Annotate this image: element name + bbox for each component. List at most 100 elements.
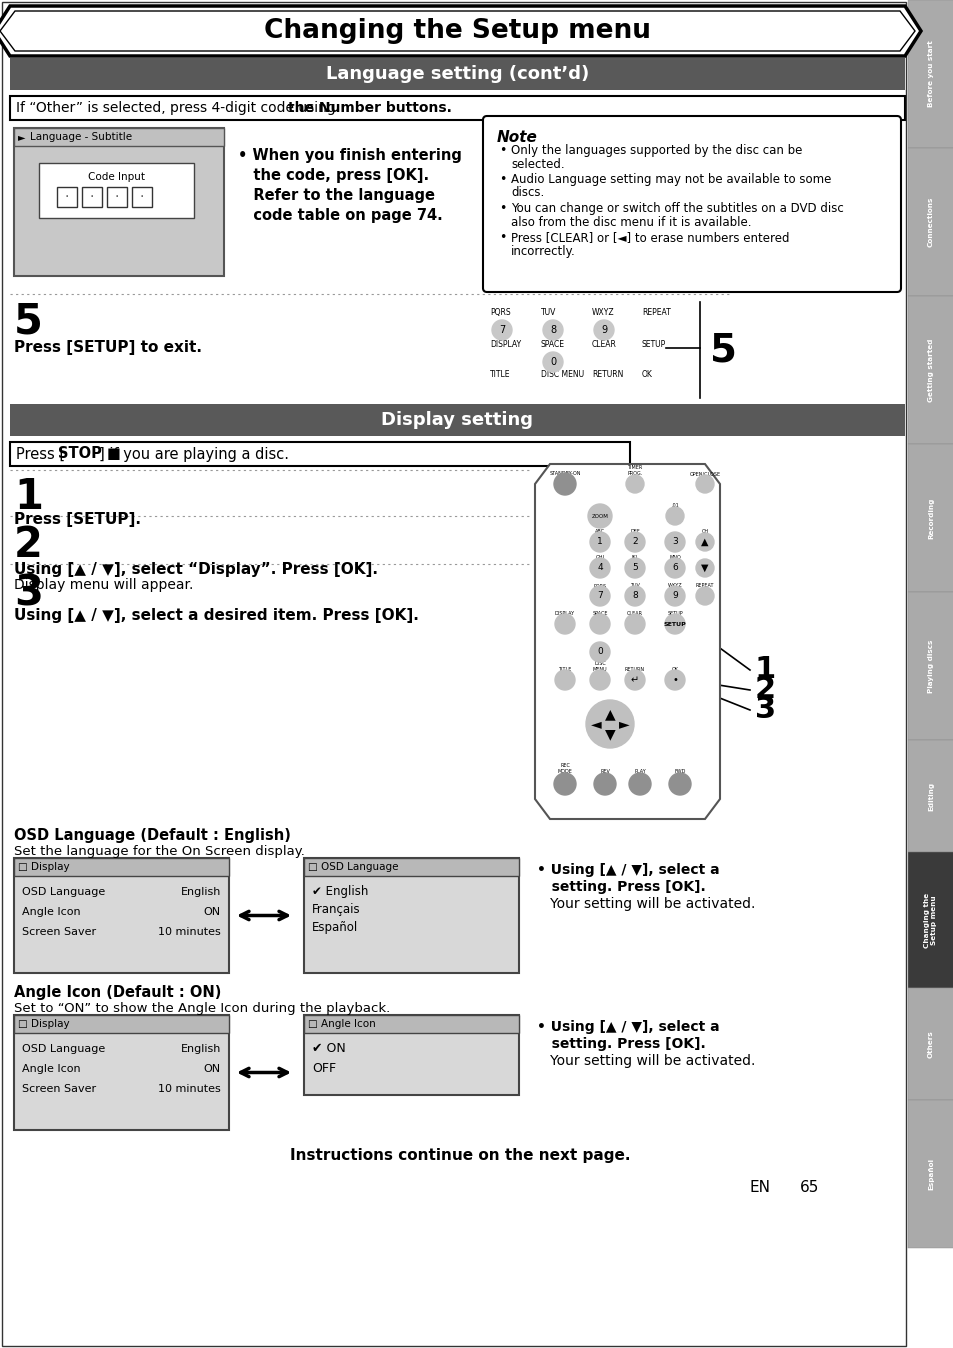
Text: CLEAR: CLEAR	[592, 340, 617, 349]
Text: FWD: FWD	[674, 768, 685, 774]
Text: REV: REV	[599, 768, 609, 774]
Text: •: •	[498, 231, 506, 244]
Text: □ Angle Icon: □ Angle Icon	[308, 1019, 375, 1029]
Circle shape	[664, 613, 684, 634]
Text: TIMER
PROG.: TIMER PROG.	[627, 465, 642, 476]
Bar	[107, 187, 127, 208]
Bar	[10, 442, 629, 466]
Text: 9: 9	[600, 325, 606, 336]
Text: Using [▲ / ▼], select “Display”. Press [OK].: Using [▲ / ▼], select “Display”. Press […	[14, 562, 377, 577]
Text: OK: OK	[641, 369, 652, 379]
Bar	[14, 128, 224, 146]
Text: DISPLAY: DISPLAY	[490, 340, 520, 349]
Circle shape	[594, 319, 614, 340]
Text: 10 minutes: 10 minutes	[158, 927, 221, 937]
Text: Using [▲ / ▼], select a desired item. Press [OK].: Using [▲ / ▼], select a desired item. Pr…	[14, 608, 418, 623]
Text: DEF: DEF	[630, 528, 639, 534]
Circle shape	[664, 670, 684, 690]
Bar	[907, 297, 953, 443]
Text: OPEN/CLOSE: OPEN/CLOSE	[689, 470, 720, 476]
Text: You can change or switch off the subtitles on a DVD disc: You can change or switch off the subtitl…	[511, 202, 842, 214]
Text: 5: 5	[14, 301, 43, 342]
Text: Note: Note	[497, 129, 537, 146]
Text: Your setting will be activated.: Your setting will be activated.	[537, 896, 755, 911]
Text: Press [SETUP].: Press [SETUP].	[14, 512, 141, 527]
FancyBboxPatch shape	[482, 116, 900, 293]
Text: ON: ON	[204, 907, 221, 917]
Text: RETURN: RETURN	[592, 369, 622, 379]
Text: •: •	[498, 144, 506, 156]
Text: ·: ·	[114, 190, 119, 204]
Text: Changing the
Setup menu: Changing the Setup menu	[923, 892, 937, 948]
Text: Recording: Recording	[927, 497, 933, 539]
Text: ►: ►	[18, 132, 26, 142]
Text: 6: 6	[672, 563, 678, 573]
Bar	[304, 857, 518, 973]
Text: incorrectly.: incorrectly.	[511, 244, 576, 257]
Text: SETUP: SETUP	[641, 340, 665, 349]
Text: Angle Icon: Angle Icon	[22, 907, 81, 917]
Bar	[10, 96, 904, 120]
Text: Set the language for the On Screen display.: Set the language for the On Screen displ…	[14, 845, 305, 857]
Text: discs.: discs.	[511, 186, 543, 200]
Text: •: •	[498, 202, 506, 214]
Text: Playing discs: Playing discs	[927, 639, 933, 693]
Text: GHI: GHI	[595, 555, 604, 559]
Text: Español: Español	[312, 921, 358, 934]
Text: REC
MODE: REC MODE	[557, 763, 572, 774]
Polygon shape	[0, 5, 920, 57]
Text: setting. Press [OK].: setting. Press [OK].	[537, 880, 705, 894]
Bar	[57, 187, 77, 208]
Text: • Using [▲ / ▼], select a: • Using [▲ / ▼], select a	[537, 1020, 719, 1034]
Text: REPEAT: REPEAT	[695, 582, 714, 588]
Circle shape	[589, 586, 609, 607]
Text: Audio Language setting may not be available to some: Audio Language setting may not be availa…	[511, 173, 830, 186]
Text: Press [SETUP] to exit.: Press [SETUP] to exit.	[14, 340, 202, 355]
Circle shape	[585, 700, 634, 748]
Bar	[14, 857, 229, 973]
Text: ✔ ON: ✔ ON	[312, 1042, 345, 1055]
Circle shape	[696, 586, 713, 605]
Text: ] if you are playing a disc.: ] if you are playing a disc.	[99, 446, 289, 461]
Text: code table on page 74.: code table on page 74.	[237, 208, 442, 222]
Text: 8: 8	[549, 325, 556, 336]
Text: 2: 2	[754, 675, 776, 705]
Text: Angle Icon: Angle Icon	[22, 1064, 81, 1074]
Text: If “Other” is selected, press 4-digit code using: If “Other” is selected, press 4-digit co…	[16, 101, 340, 115]
Text: the Number buttons.: the Number buttons.	[288, 101, 452, 115]
Circle shape	[696, 559, 713, 577]
Circle shape	[542, 319, 562, 340]
Circle shape	[664, 558, 684, 578]
Text: Refer to the language: Refer to the language	[237, 187, 435, 204]
Text: REPEAT: REPEAT	[641, 307, 670, 317]
Text: RETURN: RETURN	[624, 667, 644, 673]
Circle shape	[696, 532, 713, 551]
Circle shape	[594, 772, 616, 795]
Text: ✔ English: ✔ English	[312, 884, 368, 898]
Text: DISPLAY: DISPLAY	[555, 611, 575, 616]
Text: OSD Language (Default : English): OSD Language (Default : English)	[14, 828, 291, 842]
Text: ZOOM: ZOOM	[591, 514, 608, 519]
Text: Editing: Editing	[927, 782, 933, 810]
Text: ·: ·	[90, 190, 94, 204]
Bar	[10, 58, 904, 90]
Text: Before you start: Before you start	[927, 40, 933, 108]
Text: 3: 3	[754, 696, 776, 724]
Text: Display setting: Display setting	[381, 411, 533, 429]
Text: TITLE: TITLE	[490, 369, 510, 379]
Text: 7: 7	[498, 325, 504, 336]
Text: TUV: TUV	[629, 582, 639, 588]
Bar	[907, 740, 953, 852]
Bar	[907, 0, 953, 148]
Text: OSD Language: OSD Language	[22, 1043, 105, 1054]
Text: ◄: ◄	[590, 717, 600, 731]
Bar	[304, 857, 518, 876]
Circle shape	[624, 586, 644, 607]
Text: ▲: ▲	[700, 537, 708, 547]
Bar	[14, 1015, 229, 1130]
Text: 10 minutes: 10 minutes	[158, 1084, 221, 1095]
Text: 0: 0	[549, 357, 556, 367]
Bar	[304, 1015, 518, 1033]
Circle shape	[628, 772, 650, 795]
Text: 2: 2	[14, 524, 43, 566]
